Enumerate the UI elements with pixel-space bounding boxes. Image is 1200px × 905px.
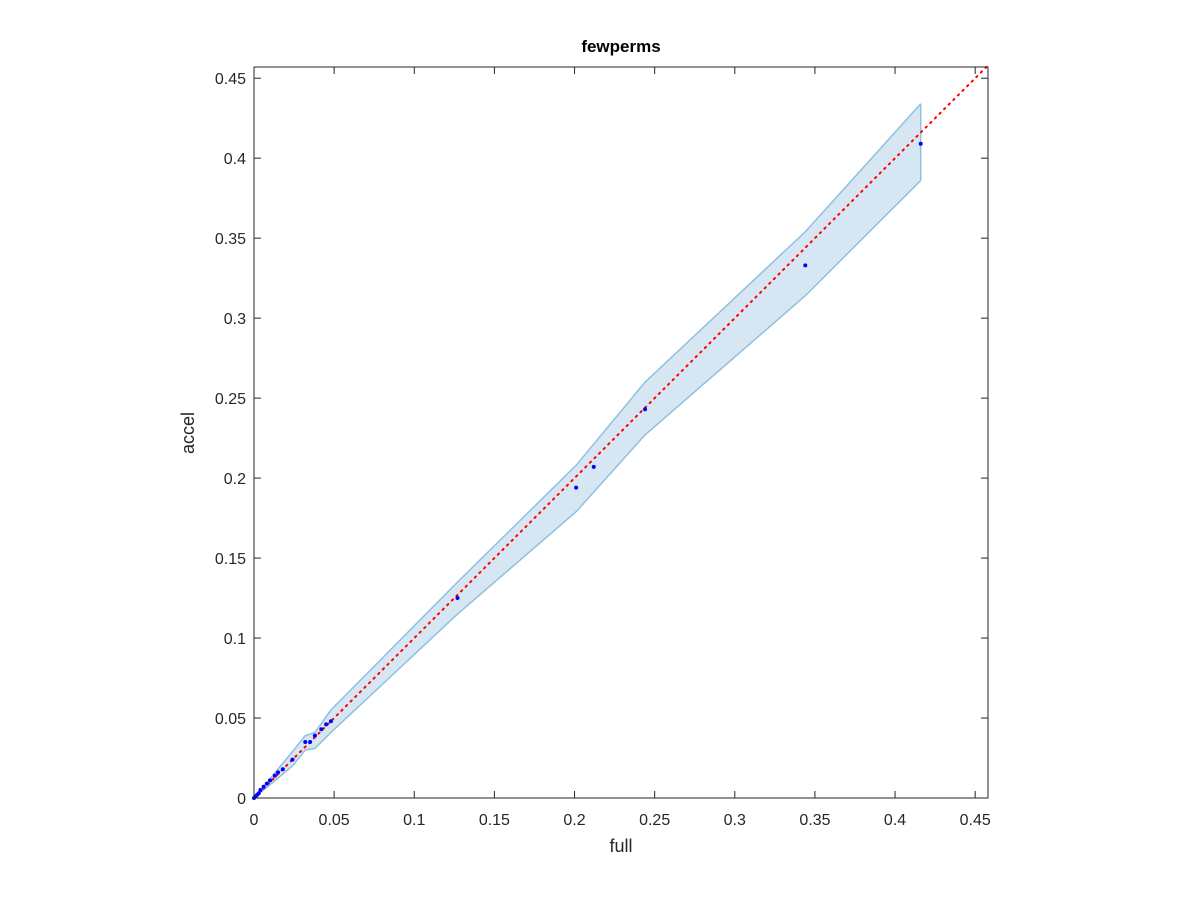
x-tick-label: 0.4 [884,812,906,829]
x-tick-label: 0.1 [403,812,425,829]
data-point [261,784,266,789]
band-edge [253,103,922,799]
data-point [290,757,295,762]
x-axis-label: full [609,836,632,856]
y-tick-label: 0.35 [215,231,246,248]
chart-title: fewperms [581,37,660,56]
y-tick-label: 0.05 [215,711,246,728]
x-tick-label: 0.05 [319,812,350,829]
y-tick-label: 0.25 [215,391,246,408]
data-point [643,407,648,412]
y-tick-label: 0 [237,791,246,808]
x-tick-label: 0 [250,812,259,829]
data-point [268,778,273,783]
y-axis-label: accel [178,412,198,454]
data-point [319,727,324,732]
y-tick-label: 0.2 [224,471,246,488]
y-tick-label: 0.3 [224,311,246,328]
data-point [258,788,263,793]
data-point [256,791,261,796]
data-point [455,596,460,601]
data-point [264,781,269,786]
data-point [280,767,285,772]
data-point [324,722,329,727]
x-tick-label: 0.25 [639,812,670,829]
y-tick-label: 0.45 [215,71,246,88]
band-edge [253,180,922,799]
data-point [272,773,277,778]
x-tick-label: 0.15 [479,812,510,829]
reference-line [253,64,989,799]
data-point [918,141,923,146]
data-point [803,263,808,268]
x-tick-label: 0.45 [960,812,991,829]
data-point [574,485,579,490]
x-tick-label: 0.2 [563,812,585,829]
confidence-band [254,103,921,799]
y-tick-label: 0.15 [215,551,246,568]
data-point [276,770,281,775]
data-point [591,464,596,469]
y-tick-label: 0.1 [224,631,246,648]
x-tick-label: 0.3 [724,812,746,829]
data-point [303,740,308,745]
axes-box [253,66,989,799]
data-point [328,719,333,724]
x-tick-label: 0.35 [799,812,830,829]
data-point [312,733,317,738]
data-point [308,740,313,745]
y-tick-label: 0.4 [224,151,246,168]
